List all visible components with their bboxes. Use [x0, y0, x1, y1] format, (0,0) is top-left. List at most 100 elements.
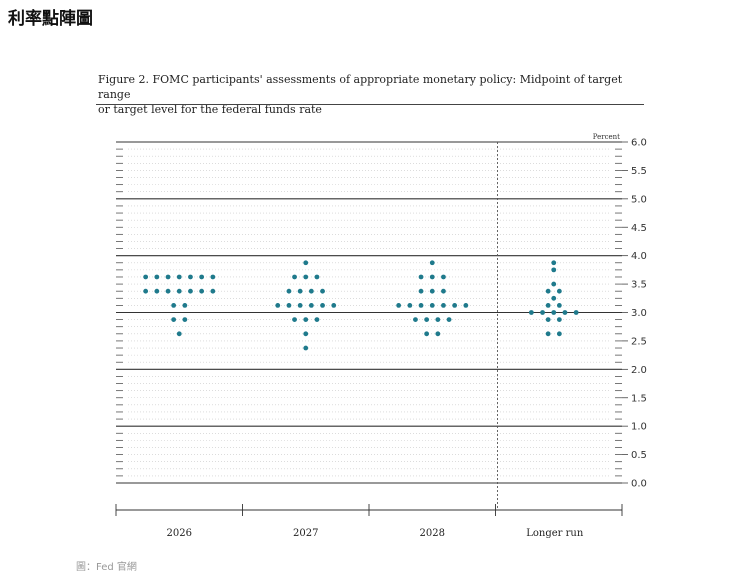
y-tick-label: 4.5 — [631, 223, 647, 234]
participant-dot — [297, 288, 303, 294]
x-tick-label: 2027 — [293, 528, 318, 539]
participant-dot — [303, 260, 309, 266]
figure-caption-line-1: Figure 2. FOMC participants' assessments… — [98, 73, 623, 101]
y-tick-label: 6.0 — [631, 138, 647, 149]
x-tick-label: Longer run — [526, 528, 584, 539]
y-tick-label: 1.5 — [631, 393, 647, 404]
participant-dot — [573, 310, 579, 315]
participant-dot — [303, 274, 309, 280]
participant-dot — [418, 274, 424, 280]
participant-dot — [446, 317, 452, 323]
participant-dot — [551, 295, 557, 301]
participant-dot — [396, 302, 402, 308]
participant-dot — [182, 317, 188, 323]
participant-dot — [540, 310, 545, 315]
participant-dot — [556, 302, 562, 308]
caption-rule — [96, 104, 644, 105]
participant-dot — [188, 274, 193, 280]
y-tick-label: 5.0 — [631, 194, 647, 205]
participant-dot — [143, 274, 149, 280]
participant-dot — [176, 331, 182, 337]
participant-dot — [424, 331, 430, 337]
participant-dot — [314, 274, 320, 280]
participant-dot — [314, 317, 320, 323]
participant-dot — [545, 331, 551, 337]
participant-dot — [556, 331, 562, 337]
participant-dot — [435, 317, 441, 323]
participant-dot — [275, 302, 281, 308]
participant-dot — [331, 302, 337, 308]
participant-dot — [154, 288, 160, 294]
y-axis-unit-label: Percent — [593, 133, 620, 141]
participant-dot — [308, 302, 314, 308]
participant-dot — [176, 288, 182, 294]
participant-dot — [435, 331, 441, 337]
participant-dot — [407, 302, 413, 308]
participant-dot — [551, 267, 557, 273]
participant-dot — [452, 302, 458, 308]
participant-dot — [441, 288, 446, 294]
participant-dot — [429, 288, 435, 294]
participant-dot — [171, 302, 177, 308]
y-tick-label: 3.0 — [631, 308, 647, 319]
y-tick-label: 1.0 — [631, 422, 647, 433]
participant-dot — [292, 317, 297, 323]
participant-dot — [556, 317, 562, 323]
participant-dot — [199, 288, 205, 294]
participant-dot — [176, 274, 182, 280]
source-note: 圖：Fed 官網 — [76, 562, 137, 573]
participant-dot — [528, 310, 534, 315]
participant-dot — [143, 288, 149, 294]
x-tick-label: 2026 — [167, 528, 192, 539]
participant-dot — [165, 274, 171, 280]
participant-dot — [308, 288, 314, 294]
participant-dot — [556, 288, 562, 294]
participant-dot — [562, 310, 568, 315]
participant-dot — [320, 302, 325, 308]
participant-dot — [303, 345, 309, 351]
y-tick-label: 3.5 — [631, 280, 647, 291]
participant-dot — [210, 288, 216, 294]
participant-dot — [165, 288, 171, 294]
participant-dot — [551, 260, 557, 266]
participant-dot — [286, 302, 292, 308]
participant-dot — [199, 274, 205, 280]
participant-dot — [441, 274, 446, 280]
participant-dot — [154, 274, 160, 280]
y-tick-label: 2.0 — [631, 365, 647, 376]
participant-dot — [545, 302, 551, 308]
participant-dot — [286, 288, 292, 294]
participant-dot — [441, 302, 446, 308]
participant-dot — [418, 302, 424, 308]
participant-dot — [297, 302, 303, 308]
participant-dot — [429, 302, 435, 308]
participant-dot — [545, 317, 551, 323]
participant-dot — [463, 302, 469, 308]
x-tick-label: 2028 — [420, 528, 445, 539]
participant-dot — [210, 274, 216, 280]
participant-dot — [303, 317, 309, 323]
participant-dot — [292, 274, 297, 280]
participant-dot — [320, 288, 325, 294]
participant-dot — [413, 317, 418, 323]
y-tick-label: 0.5 — [631, 450, 647, 461]
y-tick-label: 5.5 — [631, 166, 647, 177]
participant-dot — [429, 260, 435, 266]
participant-dot — [303, 331, 309, 337]
page-heading: 利率點陣圖 — [8, 9, 93, 29]
participant-dot — [551, 310, 557, 315]
participant-dot — [171, 317, 177, 323]
y-tick-label: 0.0 — [631, 479, 647, 490]
figure-caption-line-2: or target level for the federal funds ra… — [98, 103, 322, 116]
participant-dot — [418, 288, 424, 294]
participant-dot — [545, 288, 551, 294]
participant-dot — [551, 281, 557, 287]
participant-dot — [188, 288, 193, 294]
y-tick-label: 2.5 — [631, 336, 647, 347]
participant-dot — [182, 302, 188, 308]
y-tick-label: 4.0 — [631, 251, 647, 262]
participant-dot — [429, 274, 435, 280]
figure-caption: Figure 2. FOMC participants' assessments… — [98, 72, 658, 117]
participant-dot — [424, 317, 430, 323]
